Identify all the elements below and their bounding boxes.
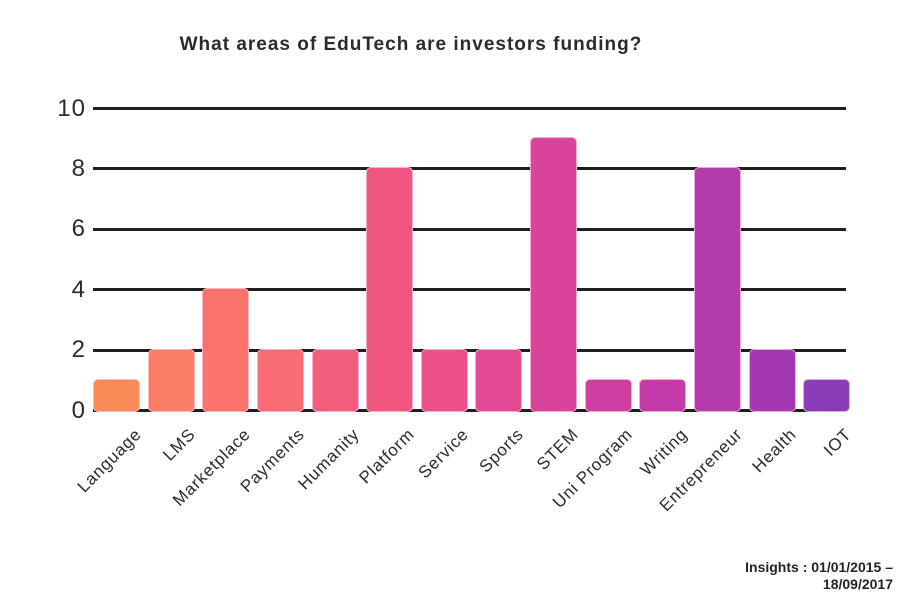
footer-line2: 18/09/2017 (822, 576, 893, 592)
bar-health (748, 348, 796, 412)
bar-payments (256, 348, 304, 412)
bar-uni-program (584, 378, 632, 412)
y-tick-label-4: 4 (71, 275, 86, 303)
bar-stem (530, 137, 578, 412)
bar-language (93, 378, 140, 412)
bar-marketplace (202, 288, 250, 412)
bar-entrepreneur (694, 167, 742, 412)
gridline-y4 (93, 288, 846, 292)
bar-iot (803, 378, 851, 412)
bar-platform (366, 167, 414, 412)
plot-area (93, 107, 851, 412)
bar-humanity (311, 348, 359, 412)
gridline-y0 (93, 409, 846, 412)
bar-lms (147, 348, 195, 412)
gridline-y6 (93, 227, 846, 231)
gridline-y8 (93, 167, 846, 171)
gridline-y2 (93, 348, 846, 352)
bar-service (420, 348, 468, 412)
chart-title: What areas of EduTech are investors fund… (179, 34, 643, 55)
y-tick-label-6: 6 (71, 215, 86, 243)
bar-sports (475, 348, 523, 412)
y-tick-label-10: 10 (57, 94, 86, 122)
footer-line1: Insights : 01/01/2015 – (745, 559, 893, 575)
y-tick-label-0: 0 (71, 396, 86, 424)
y-tick-label-2: 2 (71, 336, 86, 364)
y-tick-label-8: 8 (71, 154, 86, 182)
gridline-y10 (93, 107, 846, 110)
footer-note: Insights : 01/01/2015 – 18/09/2017 (593, 559, 893, 593)
bar-writing (639, 378, 687, 412)
